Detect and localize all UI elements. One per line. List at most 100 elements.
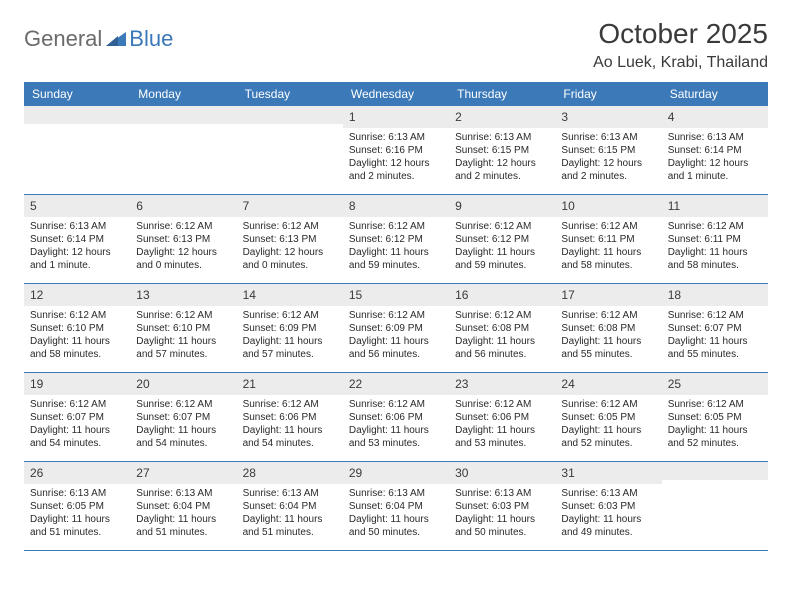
daylight-line: Daylight: 11 hours and 54 minutes. xyxy=(243,424,337,450)
daylight-line: Daylight: 11 hours and 57 minutes. xyxy=(243,335,337,361)
sunrise-line: Sunrise: 6:12 AM xyxy=(243,309,337,322)
sunrise-line: Sunrise: 6:13 AM xyxy=(349,487,443,500)
day-number: 9 xyxy=(455,199,462,213)
daynum-wrap: 8 xyxy=(343,195,449,217)
daynum-wrap: 12 xyxy=(24,284,130,306)
daylight-line: Daylight: 11 hours and 51 minutes. xyxy=(243,513,337,539)
dow-friday: Friday xyxy=(555,82,661,106)
sunrise-line: Sunrise: 6:12 AM xyxy=(668,220,762,233)
day-number: 20 xyxy=(136,377,149,391)
sunrise-line: Sunrise: 6:13 AM xyxy=(349,131,443,144)
day-cell: 31Sunrise: 6:13 AMSunset: 6:03 PMDayligh… xyxy=(555,462,661,550)
day-cell: 27Sunrise: 6:13 AMSunset: 6:04 PMDayligh… xyxy=(130,462,236,550)
cell-body: Sunrise: 6:12 AMSunset: 6:07 PMDaylight:… xyxy=(24,395,130,456)
day-number: 23 xyxy=(455,377,468,391)
daylight-line: Daylight: 11 hours and 58 minutes. xyxy=(668,246,762,272)
sunrise-line: Sunrise: 6:12 AM xyxy=(136,398,230,411)
cell-body: Sunrise: 6:12 AMSunset: 6:11 PMDaylight:… xyxy=(662,217,768,278)
cell-body: Sunrise: 6:12 AMSunset: 6:07 PMDaylight:… xyxy=(662,306,768,367)
day-cell: 16Sunrise: 6:12 AMSunset: 6:08 PMDayligh… xyxy=(449,284,555,372)
cell-body: Sunrise: 6:13 AMSunset: 6:16 PMDaylight:… xyxy=(343,128,449,189)
sunrise-line: Sunrise: 6:12 AM xyxy=(455,398,549,411)
sunset-line: Sunset: 6:12 PM xyxy=(455,233,549,246)
sunset-line: Sunset: 6:04 PM xyxy=(243,500,337,513)
day-cell: 7Sunrise: 6:12 AMSunset: 6:13 PMDaylight… xyxy=(237,195,343,283)
sunrise-line: Sunrise: 6:12 AM xyxy=(455,220,549,233)
cell-body: Sunrise: 6:13 AMSunset: 6:14 PMDaylight:… xyxy=(24,217,130,278)
daylight-line: Daylight: 11 hours and 54 minutes. xyxy=(30,424,124,450)
day-number: 30 xyxy=(455,466,468,480)
logo-sail-icon xyxy=(106,32,126,46)
day-cell: 6Sunrise: 6:12 AMSunset: 6:13 PMDaylight… xyxy=(130,195,236,283)
sunrise-line: Sunrise: 6:13 AM xyxy=(455,487,549,500)
sunrise-line: Sunrise: 6:12 AM xyxy=(349,220,443,233)
daynum-wrap: 28 xyxy=(237,462,343,484)
cell-body: Sunrise: 6:13 AMSunset: 6:04 PMDaylight:… xyxy=(237,484,343,545)
daynum-wrap: 24 xyxy=(555,373,661,395)
daynum-wrap: 15 xyxy=(343,284,449,306)
day-number: 11 xyxy=(668,199,680,213)
daynum-wrap: 3 xyxy=(555,106,661,128)
day-cell: 15Sunrise: 6:12 AMSunset: 6:09 PMDayligh… xyxy=(343,284,449,372)
daynum-wrap: 26 xyxy=(24,462,130,484)
daynum-wrap: 23 xyxy=(449,373,555,395)
cell-body: Sunrise: 6:12 AMSunset: 6:05 PMDaylight:… xyxy=(662,395,768,456)
day-number: 6 xyxy=(136,199,143,213)
daynum-wrap: 20 xyxy=(130,373,236,395)
sunset-line: Sunset: 6:11 PM xyxy=(668,233,762,246)
cell-body: Sunrise: 6:12 AMSunset: 6:07 PMDaylight:… xyxy=(130,395,236,456)
sunrise-line: Sunrise: 6:12 AM xyxy=(561,309,655,322)
day-number: 26 xyxy=(30,466,43,480)
day-number: 3 xyxy=(561,110,568,124)
sunset-line: Sunset: 6:05 PM xyxy=(668,411,762,424)
daynum-wrap: 16 xyxy=(449,284,555,306)
cell-body: Sunrise: 6:13 AMSunset: 6:14 PMDaylight:… xyxy=(662,128,768,189)
cell-body: Sunrise: 6:13 AMSunset: 6:04 PMDaylight:… xyxy=(130,484,236,545)
day-cell: 8Sunrise: 6:12 AMSunset: 6:12 PMDaylight… xyxy=(343,195,449,283)
day-number: 4 xyxy=(668,110,675,124)
cell-body: Sunrise: 6:12 AMSunset: 6:13 PMDaylight:… xyxy=(237,217,343,278)
cell-body: Sunrise: 6:12 AMSunset: 6:08 PMDaylight:… xyxy=(449,306,555,367)
day-cell: 28 Sunrise: 6:13 AMSunset: 6:04 PMDayligh… xyxy=(237,462,343,550)
day-number: 15 xyxy=(349,288,362,302)
daylight-line: Daylight: 12 hours and 0 minutes. xyxy=(243,246,337,272)
location: Ao Luek, Krabi, Thailand xyxy=(593,54,768,72)
daynum-wrap: 25 xyxy=(662,373,768,395)
cell-body: Sunrise: 6:12 AMSunset: 6:09 PMDaylight:… xyxy=(237,306,343,367)
daylight-line: Daylight: 11 hours and 50 minutes. xyxy=(455,513,549,539)
calendar-page: General Blue October 2025 Ao Luek, Krabi… xyxy=(0,0,792,561)
daylight-line: Daylight: 11 hours and 59 minutes. xyxy=(455,246,549,272)
daylight-line: Daylight: 11 hours and 51 minutes. xyxy=(30,513,124,539)
sunset-line: Sunset: 6:07 PM xyxy=(668,322,762,335)
dow-saturday: Saturday xyxy=(662,82,768,106)
day-number: 8 xyxy=(349,199,356,213)
daylight-line: Daylight: 12 hours and 1 minute. xyxy=(30,246,124,272)
sunset-line: Sunset: 6:06 PM xyxy=(243,411,337,424)
daylight-line: Daylight: 11 hours and 55 minutes. xyxy=(668,335,762,361)
daynum-wrap: 27 xyxy=(130,462,236,484)
day-number: 12 xyxy=(30,288,43,302)
sunset-line: Sunset: 6:16 PM xyxy=(349,144,443,157)
sunset-line: Sunset: 6:14 PM xyxy=(668,144,762,157)
cell-body: Sunrise: 6:12 AMSunset: 6:06 PMDaylight:… xyxy=(237,395,343,456)
logo-text-blue: Blue xyxy=(129,26,173,52)
day-number: 31 xyxy=(561,466,574,480)
day-number: 28 xyxy=(243,466,256,480)
day-number: 29 xyxy=(349,466,362,480)
daylight-line: Daylight: 12 hours and 1 minute. xyxy=(668,157,762,183)
week-row: 26Sunrise: 6:13 AMSunset: 6:05 PMDayligh… xyxy=(24,462,768,551)
day-number: 10 xyxy=(561,199,574,213)
sunset-line: Sunset: 6:10 PM xyxy=(136,322,230,335)
daynum-wrap: 9 xyxy=(449,195,555,217)
daylight-line: Daylight: 11 hours and 57 minutes. xyxy=(136,335,230,361)
daylight-line: Daylight: 11 hours and 55 minutes. xyxy=(561,335,655,361)
day-cell: 24Sunrise: 6:12 AMSunset: 6:05 PMDayligh… xyxy=(555,373,661,461)
daynum-wrap: 21 xyxy=(237,373,343,395)
logo-text-gray: General xyxy=(24,26,102,52)
day-cell: 1Sunrise: 6:13 AMSunset: 6:16 PMDaylight… xyxy=(343,106,449,194)
day-cell: 25Sunrise: 6:12 AMSunset: 6:05 PMDayligh… xyxy=(662,373,768,461)
day-number: 5 xyxy=(30,199,37,213)
sunset-line: Sunset: 6:09 PM xyxy=(243,322,337,335)
day-cell: 23Sunrise: 6:12 AMSunset: 6:06 PMDayligh… xyxy=(449,373,555,461)
daynum-wrap: 29 xyxy=(343,462,449,484)
